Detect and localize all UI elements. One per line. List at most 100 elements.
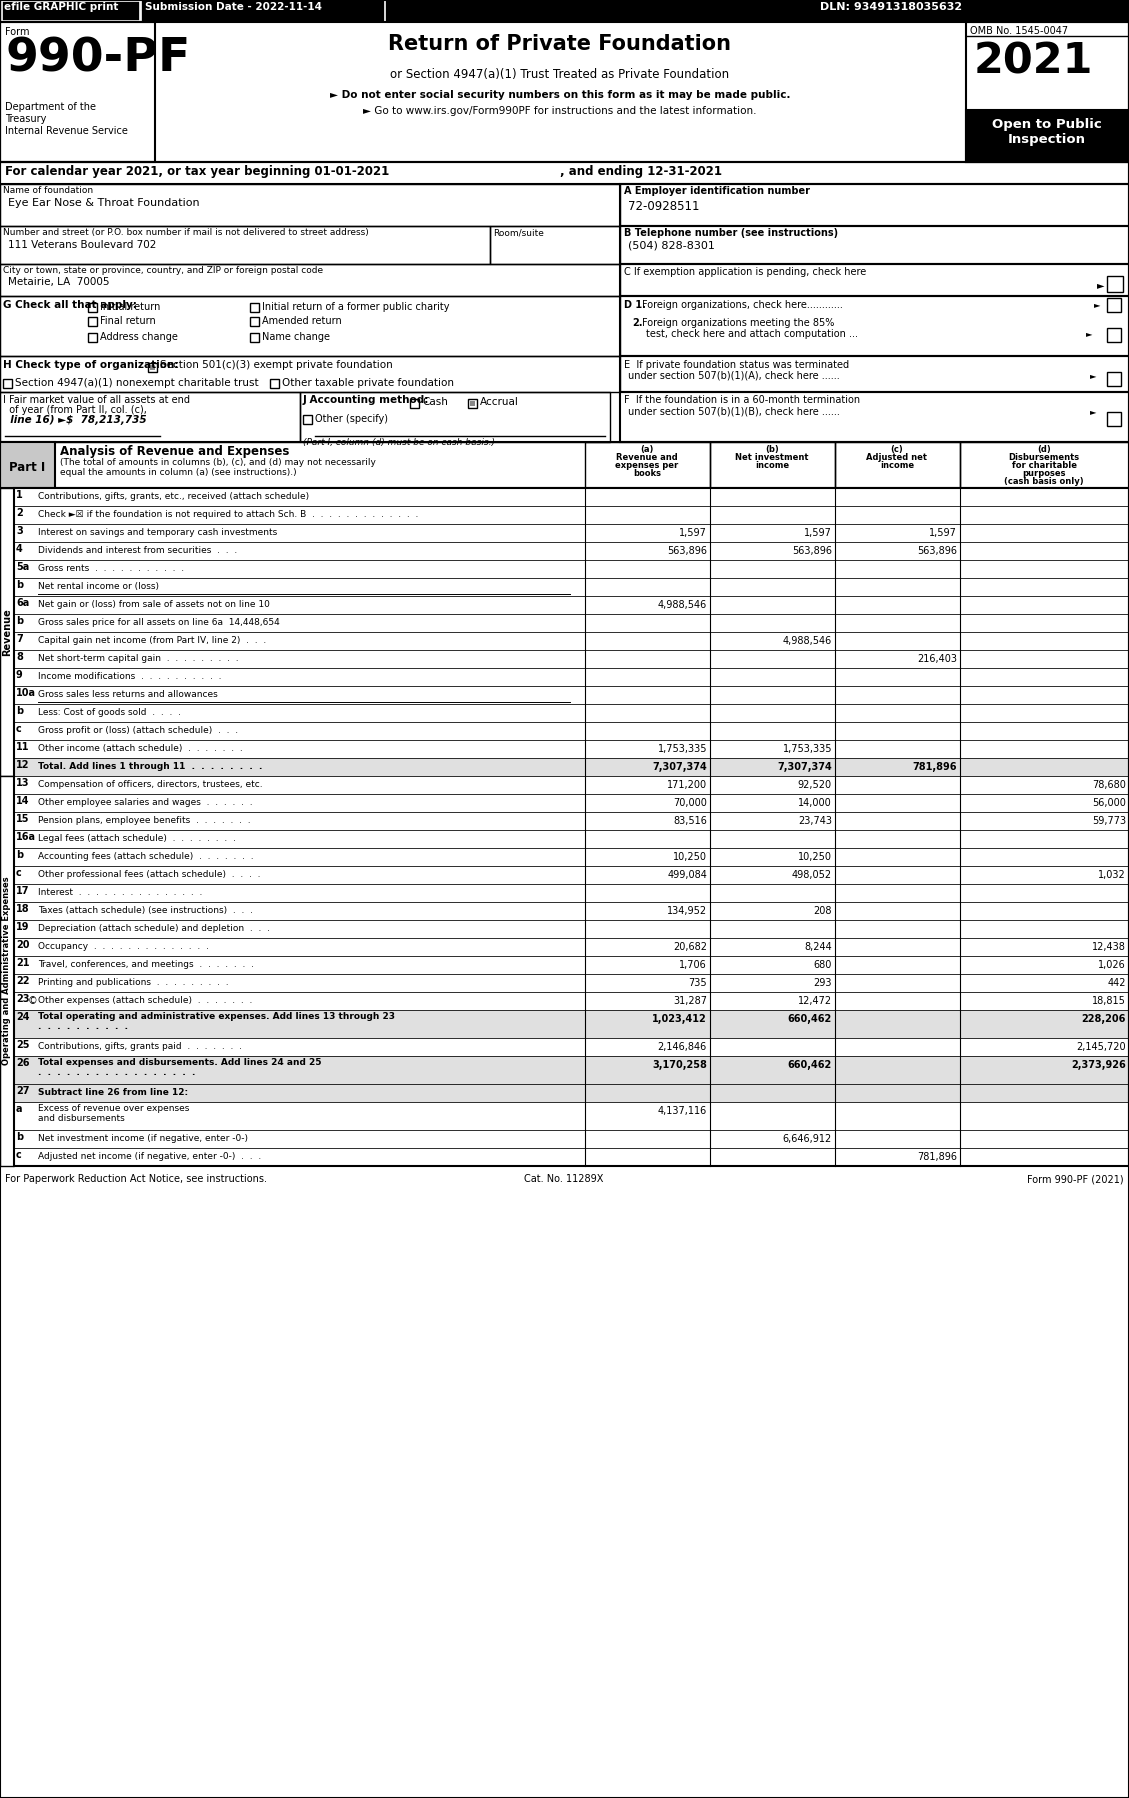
Bar — [469, 399, 476, 408]
Text: (a): (a) — [640, 444, 654, 455]
Text: Pension plans, employee benefits  .  .  .  .  .  .  .: Pension plans, employee benefits . . . .… — [38, 816, 251, 825]
Text: (d): (d) — [1038, 444, 1051, 455]
Bar — [620, 297, 1129, 356]
Bar — [0, 162, 1129, 183]
Text: 7,307,374: 7,307,374 — [653, 762, 707, 771]
Text: Adjusted net: Adjusted net — [866, 453, 928, 462]
Text: 22: 22 — [16, 976, 29, 985]
Bar — [14, 849, 1129, 867]
Bar — [710, 442, 835, 487]
Text: Revenue and: Revenue and — [616, 453, 677, 462]
Bar — [966, 22, 1129, 162]
Bar — [14, 595, 1129, 613]
Bar — [14, 1129, 1129, 1147]
Bar — [88, 333, 97, 342]
Text: 498,052: 498,052 — [791, 870, 832, 879]
Text: Name change: Name change — [262, 333, 330, 342]
Bar — [960, 442, 1129, 487]
Text: Disbursements: Disbursements — [1008, 453, 1079, 462]
Text: 4,988,546: 4,988,546 — [658, 601, 707, 610]
Text: Less: Cost of goods sold  .  .  .  .: Less: Cost of goods sold . . . . — [38, 708, 181, 717]
Text: A Employer identification number: A Employer identification number — [624, 185, 809, 196]
Text: 6,646,912: 6,646,912 — [782, 1135, 832, 1144]
Text: 8: 8 — [16, 653, 23, 662]
Text: 5a: 5a — [16, 563, 29, 572]
Bar — [620, 183, 1129, 227]
Text: 15: 15 — [16, 814, 29, 823]
Text: efile GRAPHIC print: efile GRAPHIC print — [5, 2, 119, 13]
Bar — [14, 813, 1129, 831]
Bar — [14, 633, 1129, 651]
Text: 27: 27 — [16, 1086, 29, 1097]
Text: for charitable: for charitable — [1012, 460, 1076, 469]
Text: Analysis of Revenue and Expenses: Analysis of Revenue and Expenses — [60, 444, 289, 458]
Text: 83,516: 83,516 — [673, 816, 707, 825]
Bar — [300, 392, 610, 442]
Text: 1,026: 1,026 — [1099, 960, 1126, 969]
Text: Excess of revenue over expenses: Excess of revenue over expenses — [38, 1104, 190, 1113]
Text: Interest on savings and temporary cash investments: Interest on savings and temporary cash i… — [38, 529, 278, 538]
Bar — [14, 613, 1129, 633]
Text: ►: ► — [1089, 406, 1096, 415]
Text: (Part I, column (d) must be on cash basis.): (Part I, column (d) must be on cash basi… — [303, 439, 495, 448]
Bar — [410, 399, 419, 408]
Text: Cash: Cash — [422, 397, 448, 406]
Bar — [490, 227, 620, 264]
Bar — [14, 1084, 1129, 1102]
Bar — [0, 227, 490, 264]
Bar — [14, 523, 1129, 541]
Text: or Section 4947(a)(1) Trust Treated as Private Foundation: or Section 4947(a)(1) Trust Treated as P… — [391, 68, 729, 81]
Text: 293: 293 — [814, 978, 832, 987]
Text: 26: 26 — [16, 1057, 29, 1068]
Bar — [0, 442, 55, 487]
Text: Total operating and administrative expenses. Add lines 13 through 23: Total operating and administrative expen… — [38, 1012, 395, 1021]
Bar — [14, 1147, 1129, 1165]
Text: line 16) ►$  78,213,735: line 16) ►$ 78,213,735 — [3, 415, 147, 424]
Text: 563,896: 563,896 — [667, 547, 707, 556]
Text: OMB No. 1545-0047: OMB No. 1545-0047 — [970, 25, 1068, 36]
Text: 92,520: 92,520 — [798, 780, 832, 789]
Text: E  If private foundation status was terminated: E If private foundation status was termi… — [624, 360, 849, 370]
Text: Net short-term capital gain  .  .  .  .  .  .  .  .  .: Net short-term capital gain . . . . . . … — [38, 654, 238, 663]
Bar — [14, 541, 1129, 559]
Bar — [0, 22, 155, 162]
Text: 1,753,335: 1,753,335 — [657, 744, 707, 753]
Bar — [14, 741, 1129, 759]
Text: 208: 208 — [814, 906, 832, 915]
Text: 660,462: 660,462 — [788, 1061, 832, 1070]
Text: (b): (b) — [765, 444, 779, 455]
Text: 4: 4 — [16, 545, 23, 554]
Bar — [14, 705, 1129, 723]
Text: Depreciation (attach schedule) and depletion  .  .  .: Depreciation (attach schedule) and deple… — [38, 924, 270, 933]
Bar — [620, 227, 1129, 264]
Text: 4,137,116: 4,137,116 — [658, 1106, 707, 1117]
Text: Interest  .  .  .  .  .  .  .  .  .  .  .  .  .  .  .: Interest . . . . . . . . . . . . . . . — [38, 888, 202, 897]
Text: 2021: 2021 — [974, 40, 1094, 83]
Text: (cash basis only): (cash basis only) — [1004, 476, 1084, 485]
Text: 14: 14 — [16, 797, 29, 806]
Text: .  .  .  .  .  .  .  .  .  .: . . . . . . . . . . — [38, 1021, 128, 1030]
Text: , and ending 12-31-2021: , and ending 12-31-2021 — [560, 165, 723, 178]
Bar — [620, 392, 1129, 442]
Text: 660,462: 660,462 — [788, 1014, 832, 1025]
Text: For calendar year 2021, or tax year beginning 01-01-2021: For calendar year 2021, or tax year begi… — [5, 165, 390, 178]
Text: Number and street (or P.O. box number if mail is not delivered to street address: Number and street (or P.O. box number if… — [3, 228, 369, 237]
Text: Return of Private Foundation: Return of Private Foundation — [388, 34, 732, 54]
Text: 12: 12 — [16, 761, 29, 770]
Bar — [14, 1102, 1129, 1129]
Text: Submission Date - 2022-11-14: Submission Date - 2022-11-14 — [145, 2, 322, 13]
Bar — [250, 316, 259, 325]
Text: F  If the foundation is in a 60-month termination: F If the foundation is in a 60-month ter… — [624, 396, 860, 405]
Text: 2,145,720: 2,145,720 — [1076, 1043, 1126, 1052]
Text: Taxes (attach schedule) (see instructions)  .  .  .: Taxes (attach schedule) (see instruction… — [38, 906, 253, 915]
Text: Form: Form — [5, 27, 29, 38]
Text: income: income — [755, 460, 789, 469]
Text: 781,896: 781,896 — [917, 1153, 957, 1162]
Text: 216,403: 216,403 — [917, 654, 957, 663]
Text: 1,597: 1,597 — [929, 529, 957, 538]
Text: 1,597: 1,597 — [804, 529, 832, 538]
Text: under section 507(b)(1)(B), check here ......: under section 507(b)(1)(B), check here .… — [628, 406, 840, 417]
Text: Accounting fees (attach schedule)  .  .  .  .  .  .  .: Accounting fees (attach schedule) . . . … — [38, 852, 254, 861]
Bar — [0, 183, 620, 227]
Text: ►: ► — [1097, 280, 1104, 289]
